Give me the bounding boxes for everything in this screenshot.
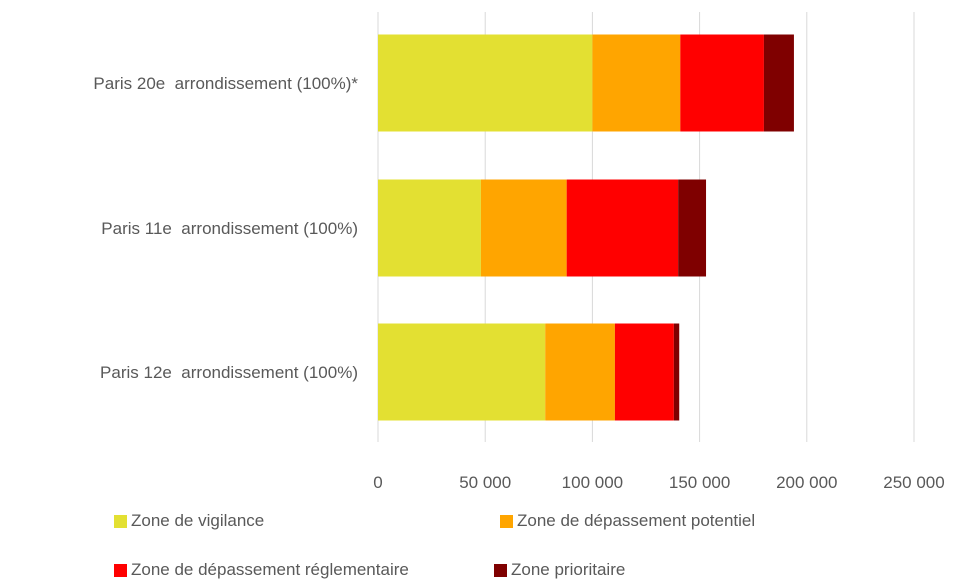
- legend-label: Zone de dépassement potentiel: [517, 511, 756, 530]
- legend-item-prioritaire: Zone prioritaire: [494, 560, 625, 580]
- bar-segment: [678, 179, 707, 277]
- category-label: Paris 20e arrondissement (100%)*: [93, 74, 358, 93]
- bar-segment: [378, 34, 593, 132]
- bar-segment: [763, 34, 794, 132]
- bar-segment: [545, 323, 615, 421]
- bar-segment: [680, 34, 764, 132]
- legend-swatch: [494, 563, 507, 577]
- x-tick-label: 200 000: [776, 473, 837, 492]
- legend-label: Zone de dépassement réglementaire: [131, 560, 409, 579]
- legend-label: Zone de vigilance: [131, 511, 265, 530]
- legend-item-depassement-reglementaire: Zone de dépassement réglementaire: [114, 560, 409, 580]
- x-tick-label: 0: [373, 473, 382, 492]
- bar-segment: [566, 179, 679, 277]
- bar-segment: [378, 323, 546, 421]
- x-axis-tick-labels: 0 50 000 100 000 150 000 200 000 250 000: [373, 473, 944, 492]
- legend-item-depassement-potentiel: Zone de dépassement potentiel: [500, 511, 755, 531]
- x-tick-label: 250 000: [883, 473, 944, 492]
- x-tick-label: 100 000: [562, 473, 623, 492]
- bar-segment: [480, 179, 567, 277]
- x-tick-label: 150 000: [669, 473, 730, 492]
- legend-label: Zone prioritaire: [511, 560, 626, 579]
- bar-segment: [592, 34, 681, 132]
- bar-segment: [673, 323, 680, 421]
- bar-segment: [378, 179, 481, 277]
- category-label: Paris 12e arrondissement (100%): [100, 363, 358, 382]
- legend-swatch: [114, 514, 127, 528]
- legend-swatch: [114, 563, 127, 577]
- bars: [378, 34, 794, 421]
- bar-segment: [614, 323, 674, 421]
- x-tick-label: 50 000: [459, 473, 511, 492]
- legend-item-vigilance: Zone de vigilance: [114, 511, 264, 531]
- legend-swatch: [500, 514, 513, 528]
- category-labels: Paris 20e arrondissement (100%)* Paris 11…: [93, 74, 358, 382]
- category-label: Paris 11e arrondissement (100%): [101, 219, 358, 238]
